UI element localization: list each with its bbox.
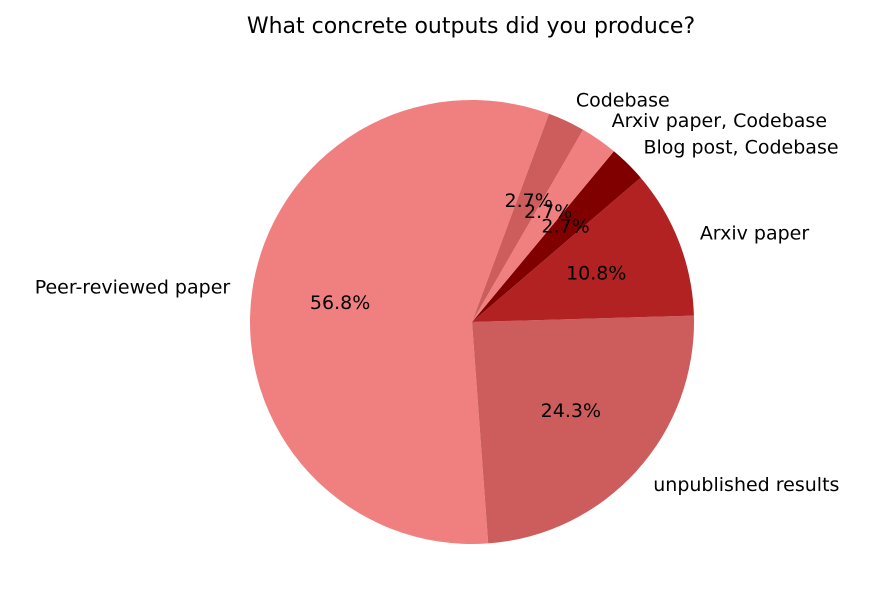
value-label: 10.8% — [566, 263, 626, 285]
chart-title: What concrete outputs did you produce? — [247, 14, 695, 39]
pie-slice — [472, 151, 641, 322]
pie-slice — [472, 177, 694, 322]
slice-label: unpublished results — [653, 474, 839, 496]
pie-slice — [250, 100, 550, 544]
value-label: 56.8% — [310, 292, 370, 314]
slice-label: Codebase — [576, 89, 670, 111]
value-label: 2.7% — [524, 201, 572, 223]
value-label: 24.3% — [541, 400, 601, 422]
slice-label: Arxiv paper, Codebase — [612, 110, 827, 132]
slice-label: Arxiv paper — [700, 223, 810, 245]
pie-slice — [472, 315, 694, 544]
slice-label: Blog post, Codebase — [643, 137, 838, 159]
value-label: 2.7% — [504, 190, 552, 212]
slice-label: Peer-reviewed paper — [35, 276, 231, 298]
pie-slice — [472, 113, 584, 322]
pie-slice — [472, 129, 614, 322]
value-label: 2.7% — [541, 216, 589, 238]
